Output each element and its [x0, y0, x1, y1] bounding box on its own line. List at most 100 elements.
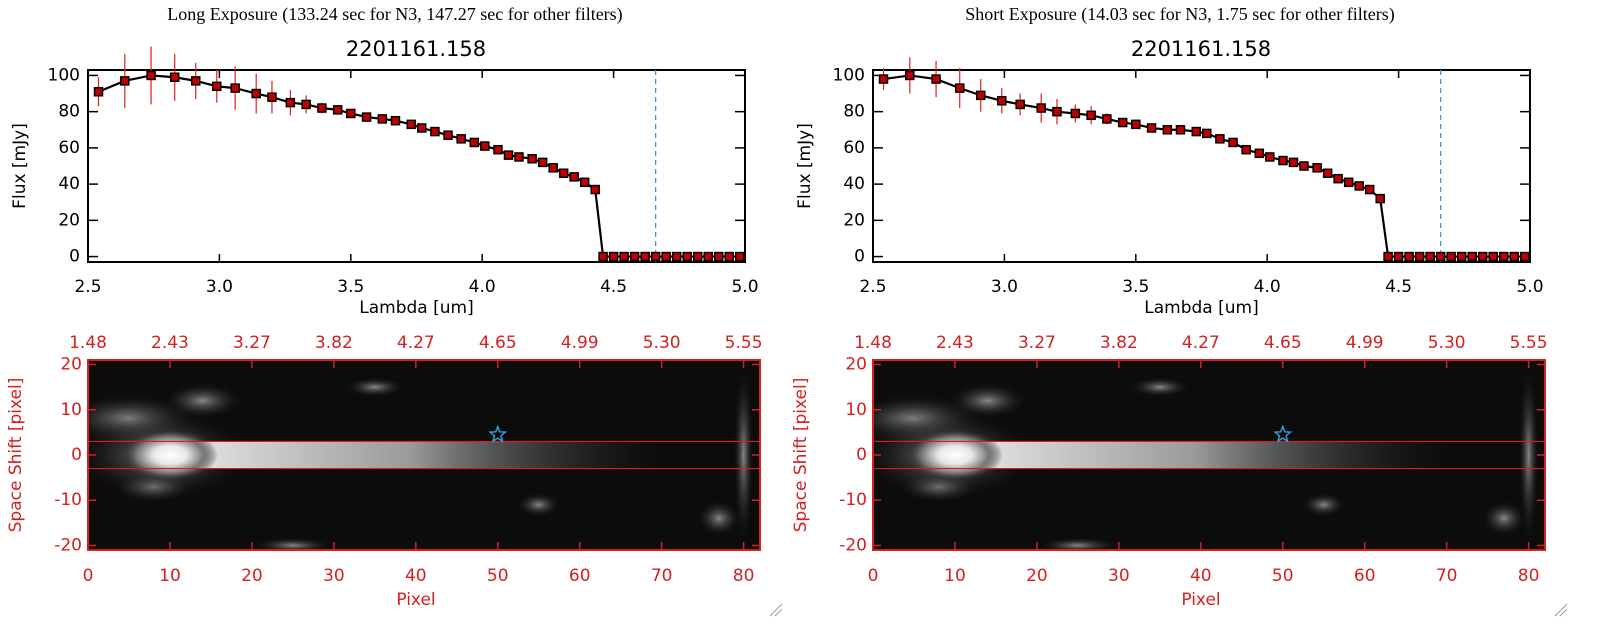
x2-tick-label: 5.30 — [1428, 333, 1466, 353]
y-tick-label: 100 — [833, 65, 865, 85]
chart-title: 2201161.158 — [1131, 37, 1271, 61]
flux-marker — [1228, 137, 1238, 148]
flux-marker — [190, 76, 201, 86]
flux-marker — [954, 83, 965, 93]
flux-marker — [905, 70, 915, 81]
source-core — [121, 429, 218, 481]
y-tick-label: 100 — [48, 65, 80, 85]
x-tick-label: 3.0 — [991, 277, 1018, 297]
x2-tick-label: 4.99 — [1346, 333, 1384, 353]
x2-tick-label: 3.82 — [1100, 333, 1138, 353]
flux-marker — [682, 251, 692, 262]
flux-marker — [230, 83, 240, 93]
flux-marker — [1375, 193, 1385, 204]
x-axis-label: Lambda [um] — [1144, 298, 1258, 318]
flux-marker — [650, 251, 661, 262]
flux-marker — [1052, 106, 1062, 117]
y-tick-label: 20 — [843, 210, 865, 230]
flux-marker — [1175, 125, 1186, 135]
y-tick-label: 10 — [60, 400, 82, 420]
x-tick-label: 3.5 — [1122, 277, 1149, 297]
flux-marker — [1435, 251, 1446, 262]
x2-tick-label: 2.43 — [151, 333, 189, 353]
x-tick-label: 3.0 — [206, 277, 233, 297]
x2-tick-label: 4.65 — [1264, 333, 1302, 353]
source-tail — [946, 441, 1447, 469]
x2-tick-label: 2.43 — [936, 333, 974, 353]
flux-marker — [514, 152, 524, 162]
y-axis-label: Flux [mJy] — [10, 123, 30, 209]
x-tick-label: 50 — [1272, 566, 1294, 586]
flux-marker — [1070, 108, 1081, 119]
x-tick-label: 0 — [83, 566, 94, 586]
y-axis-label: Space Shift [pixel] — [791, 378, 811, 533]
flux-marker — [1393, 251, 1404, 262]
y-tick-label: 0 — [856, 445, 867, 465]
flux-marker — [608, 251, 619, 262]
x2-tick-label: 4.27 — [1182, 333, 1220, 353]
flux-marker — [1414, 251, 1425, 262]
x-tick-label: 40 — [405, 566, 427, 586]
y-tick-label: -20 — [54, 535, 82, 555]
y-tick-label: -10 — [54, 490, 82, 510]
flux-marker — [212, 81, 222, 92]
x-tick-label: 50 — [487, 566, 509, 586]
flux-marker — [724, 251, 734, 262]
x-tick-label: 4.5 — [1385, 277, 1412, 297]
flux-marker — [1288, 157, 1299, 168]
x-tick-label: 2.5 — [74, 277, 101, 297]
flux-marker — [1202, 128, 1212, 139]
resize-grip — [769, 603, 783, 617]
flux-marker — [317, 103, 327, 113]
star-marker — [1273, 424, 1293, 443]
flux-marker — [1364, 184, 1375, 195]
x2-tick-label: 4.27 — [397, 333, 435, 353]
star-marker — [488, 424, 508, 443]
y-tick-label: 0 — [854, 247, 865, 267]
flux-marker — [590, 184, 600, 195]
flux-marker — [1278, 155, 1288, 166]
flux-marker — [377, 114, 388, 124]
image-blob — [1037, 537, 1118, 550]
x-tick-label: 30 — [1108, 566, 1130, 586]
x-tick-label: 4.0 — [469, 277, 496, 297]
flux-marker — [1086, 110, 1096, 121]
flux-marker — [1498, 251, 1509, 262]
flux-marker — [1131, 119, 1141, 130]
y-axis-label: Space Shift [pixel] — [6, 378, 26, 533]
y-tick-label: 10 — [845, 400, 867, 420]
flux-marker — [579, 177, 590, 188]
flux-marker — [1404, 251, 1414, 262]
y-tick-label: 20 — [60, 355, 82, 375]
flux-marker — [120, 76, 130, 86]
y-tick-label: 60 — [843, 138, 865, 158]
flux-marker — [1343, 177, 1354, 188]
x2-tick-label: 3.27 — [233, 333, 271, 353]
flux-marker — [1254, 148, 1265, 159]
flux-marker — [1467, 251, 1477, 262]
x-tick-label: 40 — [1190, 566, 1212, 586]
flux-marker — [661, 251, 671, 262]
x-tick-label: 10 — [159, 566, 181, 586]
x-tick-label: 80 — [733, 566, 755, 586]
source-core — [906, 429, 1003, 481]
y-tick-label: 80 — [58, 102, 80, 122]
plot-frame — [872, 69, 1531, 263]
flux-marker — [456, 134, 466, 144]
y-axis-label: Flux [mJy] — [795, 123, 815, 209]
flux-marker — [878, 74, 889, 84]
flux-marker — [93, 86, 104, 97]
flux-marker — [1425, 251, 1435, 262]
flux-marker — [1191, 126, 1201, 137]
flux-marker — [503, 150, 514, 160]
flux-marker — [285, 97, 296, 108]
x-axis-label: Pixel — [396, 590, 435, 610]
x-tick-label: 70 — [651, 566, 673, 586]
image-blob — [1301, 492, 1346, 517]
x2-tick-label: 4.99 — [561, 333, 599, 353]
x-axis-label: Lambda [um] — [359, 298, 473, 318]
flux-marker — [1488, 251, 1498, 262]
flux-marker — [1509, 251, 1519, 262]
flux-marker — [527, 154, 537, 164]
